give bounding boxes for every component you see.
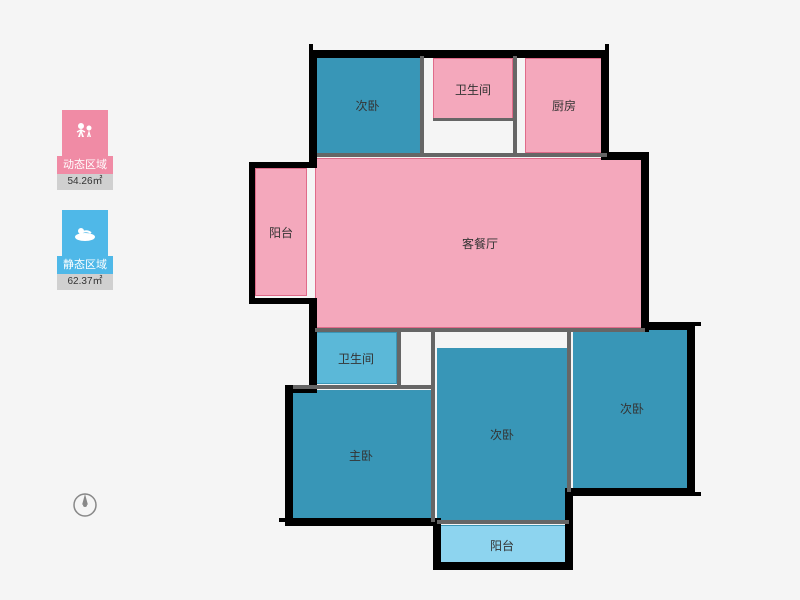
room-label: 客餐厅 (462, 235, 498, 252)
dynamic-zone-label: 动态区域 (57, 156, 113, 174)
wall-tick (309, 44, 313, 50)
dynamic-zone-value: 54.26㎡ (57, 174, 113, 190)
room-label: 次卧 (490, 426, 514, 443)
room-label: 阳台 (490, 537, 514, 554)
static-zone-value: 62.37㎡ (57, 274, 113, 290)
wall (687, 322, 695, 492)
wall (601, 50, 609, 160)
legend-static: 静态区域 62.37㎡ (55, 210, 115, 290)
dynamic-zone-icon (62, 110, 108, 156)
wall-inner (433, 118, 515, 121)
room-balcony2: 阳台 (437, 525, 567, 565)
room-bathroom2: 卫生间 (315, 332, 397, 384)
wall (249, 298, 317, 304)
wall (285, 518, 441, 526)
room-bedroom2-top: 次卧 (315, 58, 420, 153)
floorplan-container: 次卧卫生间厨房阳台客餐厅卫生间主卧次卧次卧阳台 (255, 50, 715, 570)
wall-inner (397, 330, 401, 388)
room-label: 阳台 (269, 224, 293, 241)
wall-tick (695, 492, 701, 496)
room-living: 客餐厅 (315, 158, 645, 328)
wall (249, 162, 317, 168)
wall-inner (315, 328, 645, 332)
wall-inner (431, 330, 435, 522)
room-balcony1: 阳台 (255, 168, 307, 296)
wall (641, 152, 649, 332)
room-bedroom2-bottom: 次卧 (437, 348, 567, 520)
room-label: 卫生间 (455, 81, 491, 98)
wall-inner (437, 520, 569, 524)
wall (309, 50, 609, 58)
legend-dynamic: 动态区域 54.26㎡ (55, 110, 115, 190)
room-label: 次卧 (355, 97, 379, 114)
room-bedroom3: 次卧 (573, 328, 691, 488)
wall-inner (513, 56, 517, 156)
room-master-bedroom: 主卧 (291, 390, 431, 520)
room-label: 厨房 (552, 97, 576, 114)
static-zone-label: 静态区域 (57, 256, 113, 274)
wall (285, 385, 293, 525)
room-bathroom1: 卫生间 (433, 58, 513, 120)
wall-tick (695, 322, 701, 326)
room-label: 主卧 (349, 447, 373, 464)
static-zone-icon (62, 210, 108, 256)
wall-tick (605, 44, 609, 50)
wall (309, 298, 317, 393)
wall (309, 50, 317, 168)
compass-icon (70, 490, 100, 520)
legend-panel: 动态区域 54.26㎡ 静态区域 62.37㎡ (55, 110, 115, 310)
wall-inner (420, 56, 424, 156)
wall-inner (317, 153, 607, 157)
wall (433, 562, 573, 570)
wall-inner (293, 385, 433, 389)
wall (249, 165, 255, 303)
room-kitchen: 厨房 (525, 58, 603, 153)
room-label: 次卧 (620, 400, 644, 417)
wall (565, 488, 573, 570)
room-label: 卫生间 (338, 350, 374, 367)
wall-inner (567, 330, 571, 492)
wall-tick (279, 518, 285, 522)
wall (569, 488, 695, 496)
